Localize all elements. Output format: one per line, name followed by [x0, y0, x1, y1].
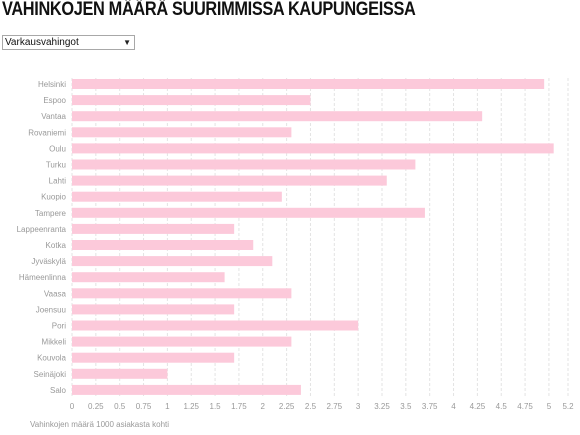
bar: [72, 175, 387, 186]
y-tick-label: Pori: [52, 322, 66, 331]
y-tick-label: Kuopio: [41, 193, 66, 202]
bar: [72, 191, 282, 202]
bar: [72, 288, 292, 299]
x-tick-label: 2.25: [279, 402, 295, 411]
y-tick-label: Kouvola: [37, 354, 66, 363]
x-tick-label: 1: [165, 402, 170, 411]
y-tick-label: Jyväskylä: [31, 257, 66, 266]
x-tick-label: 4.75: [517, 402, 533, 411]
y-tick-label: Salo: [50, 386, 67, 395]
y-tick-label: Lappeenranta: [17, 225, 67, 234]
y-tick-label: Oulu: [49, 144, 66, 153]
x-tick-label: 1.75: [231, 402, 247, 411]
x-tick-label: 2.75: [327, 402, 343, 411]
bar: [72, 159, 416, 170]
y-tick-label: Vantaa: [41, 112, 66, 121]
bar: [72, 320, 359, 331]
damage-type-select[interactable]: Varkausvahingot ▼: [2, 35, 135, 50]
y-tick-label: Vaasa: [44, 289, 67, 298]
y-tick-label: Hämeenlinna: [19, 273, 67, 282]
page-title: VAHINKOJEN MÄÄRÄ SUURIMMISSA KAUPUNGEISS…: [2, 0, 416, 20]
damage-type-select-value: Varkausvahingot: [5, 37, 79, 48]
y-tick-label: Espoo: [43, 96, 66, 105]
x-tick-label: 5: [547, 402, 552, 411]
bar: [72, 336, 292, 347]
x-tick-label: 1.5: [210, 402, 222, 411]
bar: [72, 111, 483, 122]
bar: [72, 368, 168, 379]
bar: [72, 95, 311, 106]
y-tick-label: Helsinki: [38, 80, 66, 89]
bar: [72, 256, 273, 267]
bar: [72, 384, 301, 395]
y-tick-label: Rovaniemi: [28, 128, 66, 137]
bar: [72, 207, 425, 218]
x-tick-label: 2: [261, 402, 266, 411]
x-tick-label: 0.25: [88, 402, 104, 411]
bar: [72, 143, 554, 154]
x-tick-label: 4.5: [496, 402, 508, 411]
bar: [72, 79, 545, 89]
bar: [72, 352, 235, 363]
x-tick-label: 3.75: [422, 402, 438, 411]
y-tick-label: Tampere: [35, 209, 67, 218]
x-tick-label: 3: [356, 402, 361, 411]
y-tick-label: Mikkeli: [42, 338, 67, 347]
x-tick-label: 2.5: [305, 402, 317, 411]
bar: [72, 223, 235, 234]
x-tick-label: 1.25: [183, 402, 199, 411]
x-tick-label: 0: [70, 402, 75, 411]
y-tick-label: Lahti: [49, 177, 67, 186]
bar: [72, 272, 225, 283]
x-tick-label: 3.5: [400, 402, 412, 411]
x-tick-label: 5.2: [562, 402, 574, 411]
x-tick-label: 0.75: [136, 402, 152, 411]
x-tick-label: 4.25: [470, 402, 486, 411]
bar: [72, 127, 292, 138]
x-tick-label: 3.25: [374, 402, 390, 411]
y-tick-label: Turku: [46, 161, 66, 170]
x-axis-label: Vahinkojen määrä 1000 asiakasta kohti: [30, 420, 170, 429]
bar: [72, 240, 254, 250]
chevron-down-icon: ▼: [123, 38, 131, 47]
y-tick-label: Joensuu: [36, 305, 66, 314]
bar: [72, 304, 235, 315]
y-tick-label: Seinäjoki: [34, 370, 67, 379]
x-tick-label: 4: [451, 402, 456, 411]
y-tick-label: Kotka: [46, 241, 67, 250]
x-tick-label: 0.5: [114, 402, 126, 411]
